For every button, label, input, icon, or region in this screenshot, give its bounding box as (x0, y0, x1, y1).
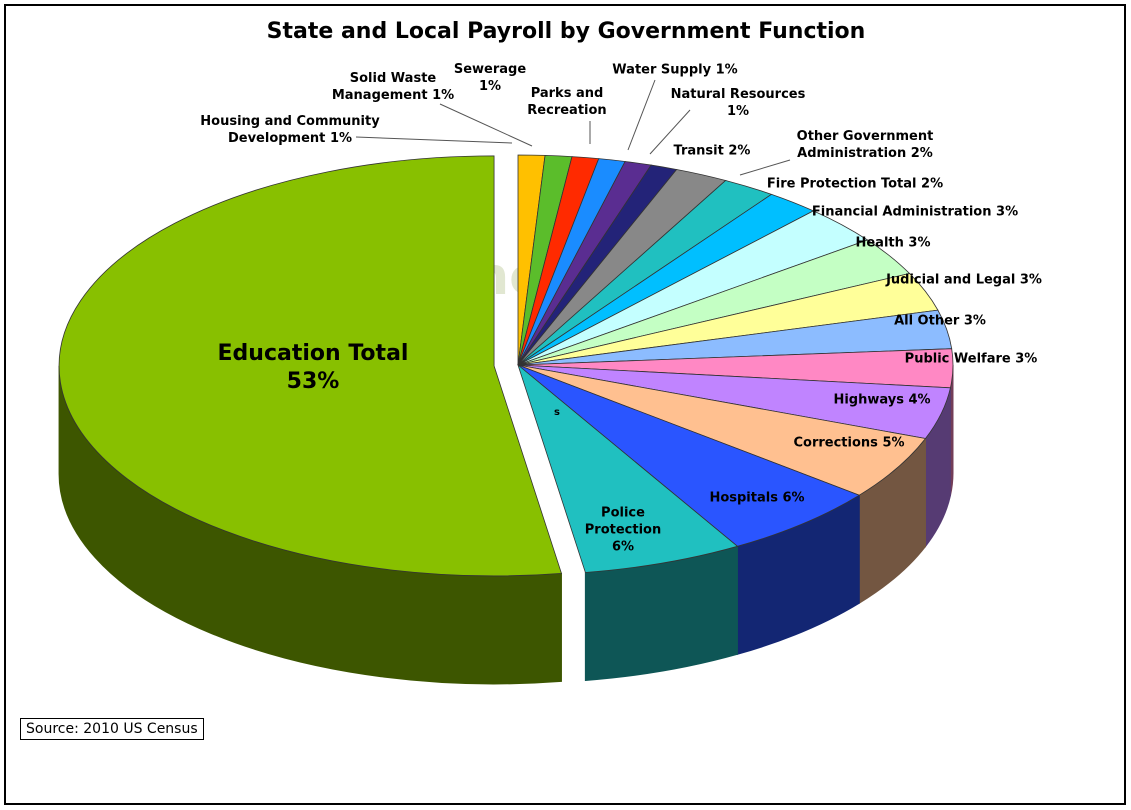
category-name: Education Total (217, 341, 409, 366)
category-name: Solid Waste Management (331, 71, 437, 103)
category-name: All Other (894, 313, 960, 329)
category-name: Natural Resources (670, 87, 806, 102)
category-name: Corrections (793, 435, 878, 451)
slice-label: Education Total 53% (193, 340, 433, 396)
leader-line (739, 159, 791, 176)
category-name: Transit (673, 143, 724, 159)
value-label: 1% (329, 131, 353, 146)
category-name: Housing and Community Development (200, 114, 380, 146)
slice (58, 155, 562, 577)
value-label: 5% (882, 435, 905, 451)
value-label: 6% (782, 490, 805, 506)
slice-label: Sewerage 1% (445, 61, 535, 95)
slice (517, 363, 739, 573)
value-label: 3% (1015, 351, 1038, 367)
value-label: 3% (996, 204, 1019, 220)
value-label: 3% (963, 313, 986, 329)
slice (517, 364, 861, 547)
value-label: 1% (478, 79, 502, 94)
category-name: Fire Protection Total (766, 176, 917, 192)
value-label: 6% (611, 539, 635, 555)
slice-label: Natural Resources 1% (658, 86, 818, 120)
slice-label: Water Supply 1% (595, 62, 755, 79)
value-label: 1% (715, 62, 738, 78)
slice-label: Parks and Recreation (517, 85, 617, 119)
value-label: 2% (910, 146, 933, 161)
slice-label: Financial Administration 3% (795, 204, 1035, 221)
value-label: 3% (908, 235, 931, 251)
value-label: 4% (908, 392, 931, 408)
chart-title: State and Local Payroll by Government Fu… (267, 19, 866, 44)
slice-label: Health 3% (833, 235, 953, 252)
slice-label: All Other 3% (875, 313, 1005, 330)
annotation: s (554, 407, 560, 418)
value-label: 1% (726, 104, 750, 119)
category-name: Financial Administration (811, 204, 992, 220)
slice-label: Hospitals 6% (707, 490, 807, 507)
slice-label: Police Protection 6% (578, 505, 668, 556)
slice-label: Public Welfare 3% (891, 351, 1051, 368)
slice-tops (58, 154, 954, 577)
category-name: Hospitals (709, 490, 778, 506)
category-name: Sewerage (453, 62, 527, 77)
slice-label: Judicial and Legal 3% (869, 272, 1059, 289)
category-name: Other Government Administration (796, 129, 934, 161)
leader-line (355, 136, 513, 144)
slice-label: Transit 2% (652, 143, 772, 160)
value-label: 2% (921, 176, 944, 192)
category-name: Health (855, 235, 904, 251)
slice-label: Solid Waste Management 1% (328, 70, 458, 104)
category-name: Public Welfare (904, 351, 1011, 367)
category-name: Police Protection (584, 505, 662, 538)
slice-label: Fire Protection Total 2% (755, 176, 955, 193)
leader-line (649, 109, 691, 155)
slice-label: Corrections 5% (774, 435, 924, 452)
value-label: 53% (286, 369, 340, 394)
slice-label: Highways 4% (817, 392, 947, 409)
leader-line (439, 103, 533, 147)
slice-label: Other Government Administration 2% (775, 128, 955, 162)
category-name: Highways (833, 392, 904, 408)
source: Source: 2010 US Census (20, 718, 204, 740)
value-label: 3% (1019, 272, 1042, 288)
category-name: Water Supply (612, 62, 712, 78)
value-label: 2% (728, 143, 751, 159)
category-name: Parks and Recreation (527, 86, 607, 118)
slice-label: Housing and Community Development 1% (195, 113, 385, 147)
category-name: Judicial and Legal (886, 272, 1016, 288)
leader-line (627, 79, 656, 151)
value-label: 1% (432, 88, 455, 103)
